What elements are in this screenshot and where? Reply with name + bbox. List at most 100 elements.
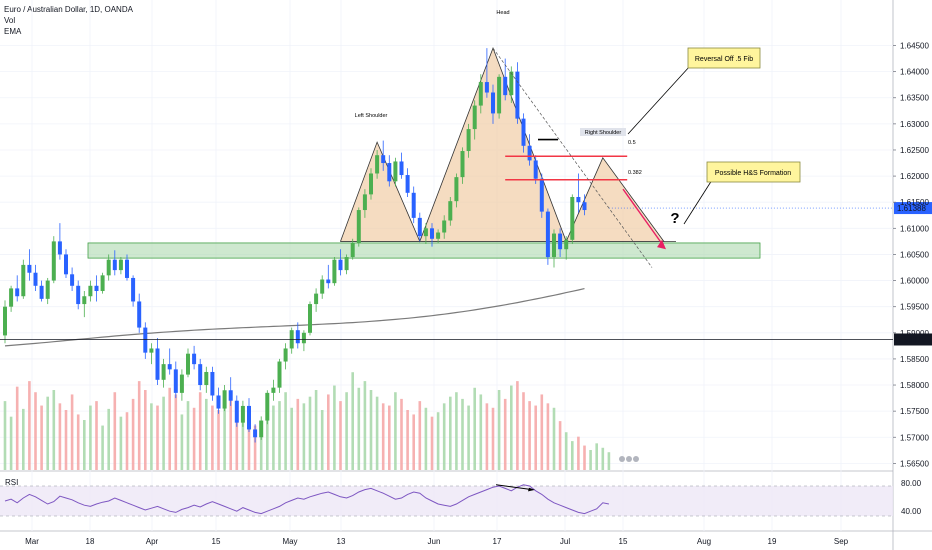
- volume-bar: [217, 410, 220, 470]
- candle-body: [125, 259, 129, 278]
- candle-body: [9, 288, 14, 307]
- candle-body: [240, 405, 245, 423]
- price-axis[interactable]: 1.64500 1.64000 1.63500 1.63000 1.62500 1.620…: [893, 42, 929, 469]
- candle-body: [15, 288, 20, 297]
- pattern-shape: [339, 46, 665, 243]
- candle-body: [430, 228, 434, 239]
- volume-bar: [351, 372, 354, 470]
- volume-bar: [156, 405, 159, 470]
- volume-bar: [473, 387, 476, 470]
- candle-body: [411, 192, 416, 218]
- candle-body: [326, 279, 331, 284]
- candle-body: [94, 285, 99, 292]
- volume-bar: [558, 421, 562, 470]
- price-tick-label: 1.60000: [900, 277, 929, 286]
- candle-body: [253, 429, 258, 438]
- volume-bar: [302, 403, 306, 470]
- candle-body: [454, 177, 459, 202]
- volume-bar: [583, 445, 586, 470]
- candle-body: [460, 151, 465, 178]
- symbol-title[interactable]: Euro / Australian Dollar, 1D, OANDA: [4, 5, 133, 14]
- time-tick-label: 19: [768, 537, 777, 546]
- reversal-callout[interactable]: Reversal Off .5 Fib: [687, 47, 761, 69]
- volume-bar: [162, 396, 165, 470]
- candle-body: [76, 285, 81, 305]
- candle-body: [173, 369, 178, 393]
- price-tick-label: 1.63500: [900, 94, 929, 103]
- divergence-arrow: [495, 484, 533, 491]
- ema-indicator-label[interactable]: EMA: [4, 27, 22, 36]
- time-tick-label: Apr: [146, 537, 159, 546]
- volume-bar: [516, 381, 519, 470]
- hs-callout-pointer: [683, 179, 713, 225]
- candle-body: [137, 301, 142, 328]
- candle-body: [210, 371, 215, 396]
- volume-bar: [363, 381, 367, 470]
- fib-05-label: 0.5: [628, 140, 636, 146]
- price-tick-label: 1.60500: [900, 250, 929, 259]
- volume-bar: [296, 398, 300, 470]
- time-tick-label: Sep: [834, 537, 849, 546]
- forecast-arrowhead: [657, 239, 666, 250]
- volume-bar: [229, 396, 232, 470]
- volume-bar: [3, 401, 7, 470]
- volume-bar: [247, 412, 251, 470]
- candle-body: [161, 364, 166, 380]
- volume-bar: [375, 396, 379, 470]
- time-tick-label: May: [282, 537, 297, 546]
- volume-bar: [571, 441, 574, 470]
- volume-bar: [266, 418, 269, 470]
- volume-bar: [357, 387, 361, 470]
- volume-bar: [28, 381, 31, 470]
- candle-body: [362, 194, 367, 211]
- candle-body: [301, 332, 306, 344]
- volume-bar: [235, 416, 239, 470]
- horizontal-level-label: 1.58872: [897, 335, 926, 344]
- candle-body: [564, 239, 569, 250]
- candle-body: [112, 259, 117, 271]
- candle-body: [259, 420, 264, 438]
- candle-body: [64, 254, 68, 275]
- candle-body: [478, 82, 483, 106]
- volume-bar: [107, 408, 110, 470]
- volume-bar: [601, 447, 605, 470]
- fib-0382-label: 0.382: [628, 170, 642, 176]
- price-tick-label: 1.62500: [900, 146, 929, 155]
- candle-body: [118, 259, 123, 271]
- candle-body: [545, 211, 550, 258]
- volume-bar: [58, 403, 62, 470]
- volume-bar: [15, 386, 19, 470]
- time-axis[interactable]: Mar 18 Apr 15 May 13 Jun 17 Jul 15 Aug 19 Sep: [25, 537, 849, 546]
- current-price-label: 1.61388: [897, 204, 926, 213]
- candle-body: [131, 277, 136, 302]
- candle-body: [277, 361, 282, 388]
- ema-path: [4, 288, 585, 347]
- candle-body: [283, 348, 288, 362]
- candle-body: [234, 400, 239, 423]
- volume-bar: [95, 401, 98, 470]
- candle-body: [3, 306, 7, 336]
- price-tick-label: 1.59500: [900, 303, 929, 312]
- volume-bar: [186, 401, 190, 470]
- candle-body: [423, 228, 428, 237]
- volume-bar: [564, 432, 568, 470]
- time-tick-label: Jun: [428, 537, 441, 546]
- candle-body: [204, 371, 209, 386]
- volume-bar: [400, 398, 403, 470]
- volume-indicator-label[interactable]: Vol: [4, 16, 16, 25]
- candle-body: [88, 285, 93, 297]
- hs-callout[interactable]: Possible H&S Formation: [706, 161, 801, 183]
- candle-body: [442, 220, 447, 233]
- volume-bars: [3, 372, 611, 470]
- candle-body: [179, 374, 184, 393]
- candle-body: [375, 155, 380, 174]
- volume-bar: [497, 390, 501, 470]
- volume-bar: [211, 405, 214, 470]
- candle-body: [247, 405, 251, 430]
- volume-bar: [467, 405, 470, 470]
- price-tick-label: 1.63000: [900, 120, 929, 129]
- volume-bar: [144, 390, 147, 470]
- price-tick-label: 1.58500: [900, 355, 929, 364]
- volume-bar: [381, 403, 385, 470]
